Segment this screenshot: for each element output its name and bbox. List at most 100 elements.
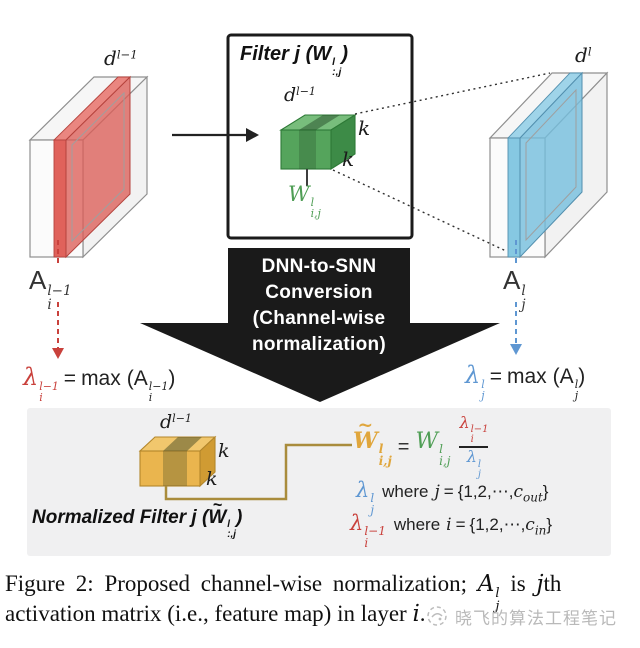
weight-sub: i,j: [310, 206, 321, 220]
filter-title-pre: Filter j (W: [240, 43, 332, 65]
figure-caption-line1: Figure 2: Proposed channel-wise normaliz…: [5, 571, 561, 613]
where-text: where: [393, 515, 441, 534]
lhs-sup: l: [378, 441, 384, 456]
red-arrow-head: [52, 348, 64, 359]
yellow-cube-channel-slab-top: [163, 437, 202, 451]
index-variable: j: [434, 482, 440, 502]
lambda-in-equation: λ l−1 i = max (A l−1 i): [23, 363, 175, 404]
num-sup: l−1: [470, 424, 489, 436]
channel-count-symbol: c: [525, 515, 535, 535]
equals-sign: =: [63, 367, 77, 390]
activation-sup: l−1: [148, 379, 169, 393]
index-variable: i: [446, 515, 452, 535]
where-text: where: [382, 482, 429, 501]
normalized-kernel-cube-yellow: [138, 435, 217, 488]
input-arrow-head: [246, 128, 259, 142]
rhs-scripts: l i,j: [439, 443, 450, 467]
banner-line: normalization): [251, 334, 387, 355]
lambda-sub: j: [370, 503, 375, 518]
yellow-cube-front-face: [139, 450, 201, 487]
norm-title-post: ): [236, 507, 243, 528]
weight-base: W: [415, 428, 439, 454]
dim-base: d: [284, 84, 297, 106]
watermark-text: 晓飞的算法工程笔记: [455, 608, 617, 629]
dim-exponent: l−1: [116, 47, 138, 62]
lambda-symbol: λ: [459, 413, 470, 432]
conversion-arrow-banner: [140, 248, 500, 402]
set-close: }: [546, 515, 553, 534]
activation-sup: l: [574, 377, 579, 391]
filter-title-post: ): [341, 43, 349, 65]
index-variable: i: [412, 601, 420, 627]
dim-exponent: l−1: [296, 84, 316, 98]
lambda-out-condition: λ l j where j = {1,2,⋯,cout}: [356, 478, 548, 516]
lambda-symbol: λ: [465, 361, 481, 389]
watermark-logo-icon: [427, 606, 447, 626]
weight-base: W: [208, 507, 227, 528]
open-paren: (: [552, 365, 560, 388]
lambda-symbol: λ: [356, 478, 370, 502]
lambda-sup: l−1: [364, 524, 386, 539]
output-inner-plane-outline: [525, 88, 577, 242]
green-cube-channel-slab-top: [299, 115, 340, 130]
input-to-filter-arrow: [172, 128, 259, 142]
kernel-to-output-dotted-lines: [332, 72, 551, 252]
caption-text: Figure 2: Proposed channel-wise normaliz…: [5, 571, 478, 596]
den-sup: l: [477, 458, 482, 470]
lambda-symbol: λ: [466, 447, 477, 467]
lambda-sup: l−1: [39, 379, 59, 393]
input-activation-arrow-red: [52, 240, 64, 359]
dim-exponent: l−1: [172, 411, 192, 425]
lambda-sub: j: [481, 388, 485, 402]
equals-sign: =: [455, 515, 466, 534]
dim-exponent: l: [587, 44, 592, 59]
weight-base: W: [288, 182, 310, 206]
activation-base: A: [559, 365, 574, 388]
fraction-numerator: λ l−1 i: [459, 413, 489, 445]
den-sub: j: [477, 468, 481, 480]
index-variable: j: [536, 571, 544, 597]
dotted-line-top: [354, 72, 551, 115]
blue-slab-front-face: [507, 137, 521, 258]
red-slab-front-face: [53, 139, 67, 258]
input-inner-plane-outline: [71, 91, 125, 243]
dim-base: d: [160, 411, 173, 433]
lambda-sub: i: [364, 536, 369, 551]
max-function: max: [81, 367, 121, 390]
kernel-k-side-label: k: [358, 116, 371, 140]
channel-count-sub: in: [534, 523, 547, 538]
caption-text: th: [543, 571, 562, 596]
lambda-in-condition: λ l−1 i where i = {1,2,⋯,cin}: [350, 511, 552, 549]
caption-text: is: [499, 571, 537, 596]
equals-sign: =: [489, 365, 502, 388]
activation-base: A: [477, 571, 495, 597]
normalized-k-bottom-label: k: [206, 468, 218, 490]
norm-title-sup: l: [227, 519, 230, 531]
lambda-sup: l: [481, 377, 485, 391]
normalized-k-side-label: k: [218, 440, 230, 462]
activation-sub: i: [47, 296, 52, 313]
tilde-accent: ~: [357, 414, 374, 436]
activation-scripts: l−1 i: [148, 379, 169, 404]
activation-base: A: [29, 265, 47, 295]
blue-arrow-head: [510, 344, 522, 355]
activation-sup: l: [495, 585, 500, 601]
activation-sub: i: [148, 390, 153, 404]
activation-base: A: [503, 265, 521, 295]
close-paren: ): [168, 367, 176, 390]
activation-sub: j: [495, 598, 500, 614]
close-paren: ): [578, 365, 586, 388]
caption-text: activation matrix (i.e., feature map) in…: [5, 601, 413, 626]
dim-base: d: [575, 43, 588, 67]
